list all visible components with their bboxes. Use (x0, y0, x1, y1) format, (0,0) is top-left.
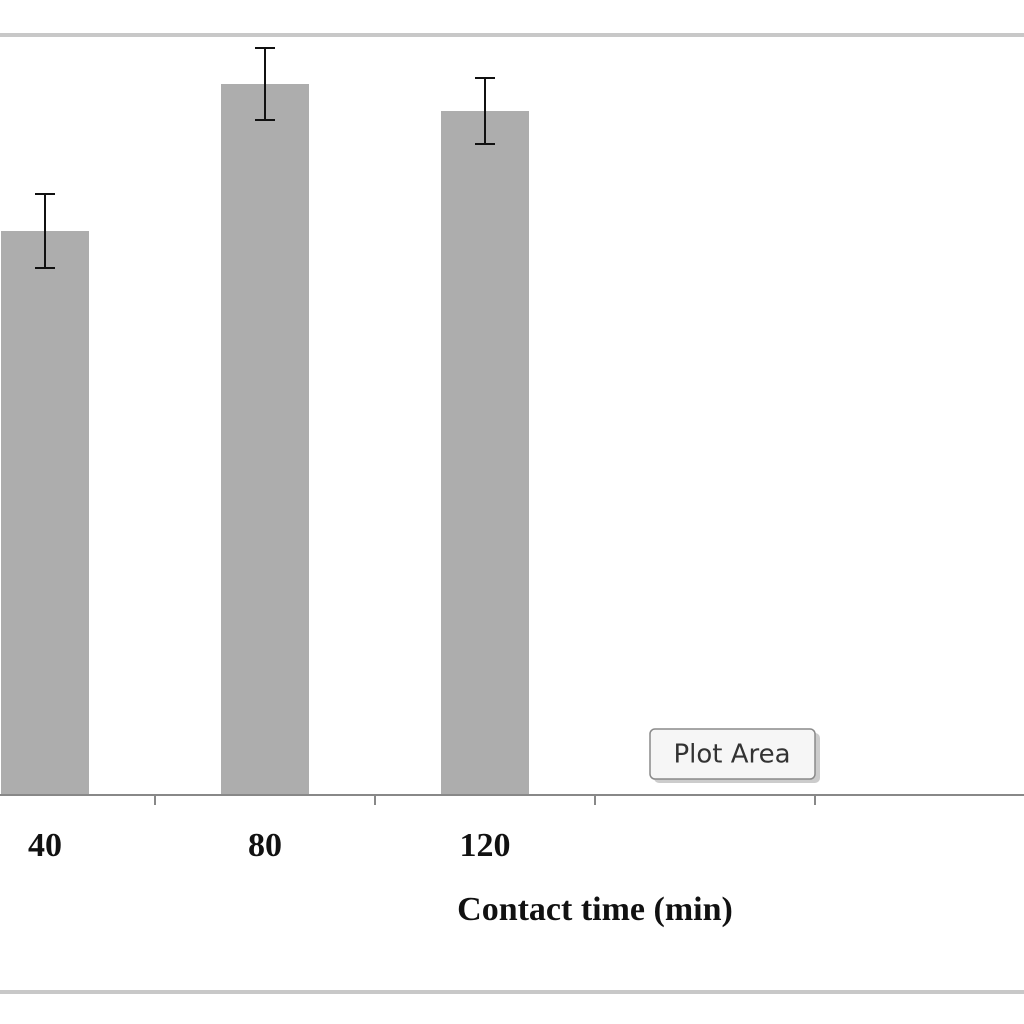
x-axis-title: Contact time (min) (457, 891, 733, 928)
tooltip-text: Plot Area (673, 740, 790, 770)
x-tick-label: 40 (28, 827, 62, 864)
x-tick-label: 120 (460, 827, 511, 864)
error-bar (35, 193, 55, 269)
bar (221, 84, 309, 795)
error-bar (475, 77, 495, 145)
tooltip: Plot Area (649, 728, 820, 783)
x-tick-label: 80 (248, 827, 282, 864)
bar (1, 231, 89, 795)
error-bar (255, 47, 275, 121)
tooltip-box (649, 728, 816, 780)
bar (441, 111, 529, 795)
